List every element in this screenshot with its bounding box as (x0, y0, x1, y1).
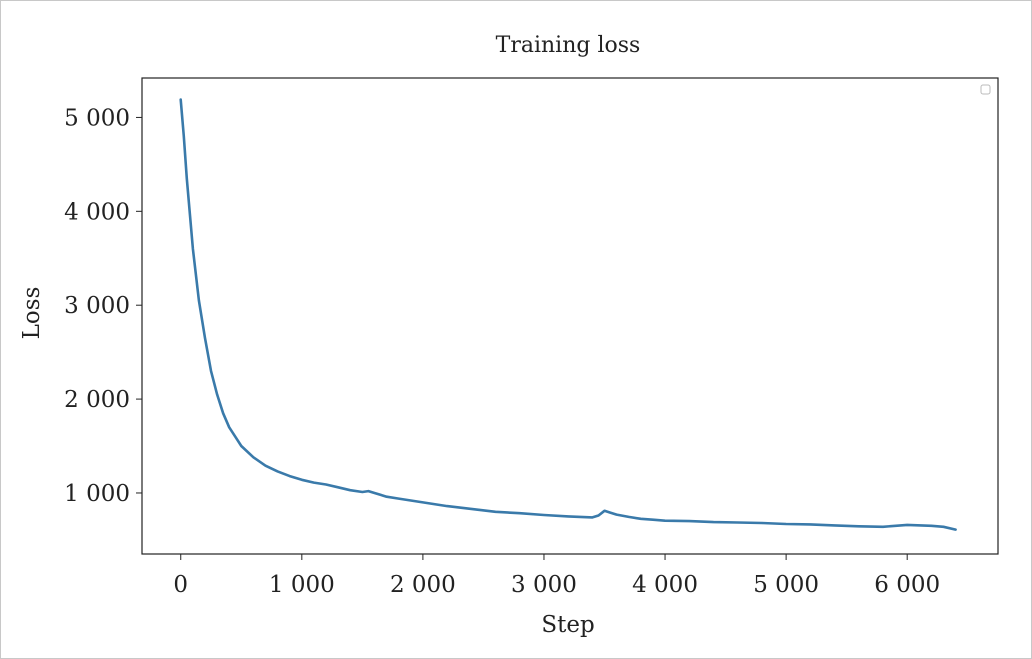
x-tick-label: 0 (173, 572, 188, 598)
x-tick-label: 6 000 (874, 572, 940, 598)
y-axis-ticks: 1 000 2 000 3 000 4 000 5 000 (64, 105, 142, 507)
y-tick-label: 1 000 (64, 481, 130, 507)
empty-legend-box (980, 84, 991, 95)
y-tick-label: 4 000 (64, 199, 130, 225)
x-tick-label: 4 000 (632, 572, 698, 598)
x-axis-label: Step (541, 612, 594, 638)
x-tick-label: 5 000 (753, 572, 819, 598)
y-tick-label: 3 000 (64, 293, 130, 319)
x-axis-ticks: 0 1 000 2 000 3 000 4 000 5 000 6 000 (173, 554, 940, 598)
x-tick-label: 1 000 (269, 572, 335, 598)
x-tick-label: 2 000 (390, 572, 456, 598)
training-loss-line (179, 98, 957, 531)
chart-title: Training loss (496, 33, 641, 58)
y-tick-label: 5 000 (64, 105, 130, 131)
y-tick-label: 2 000 (64, 387, 130, 413)
y-axis-label: Loss (19, 287, 45, 340)
plot-area (141, 77, 999, 555)
x-tick-label: 3 000 (511, 572, 577, 598)
